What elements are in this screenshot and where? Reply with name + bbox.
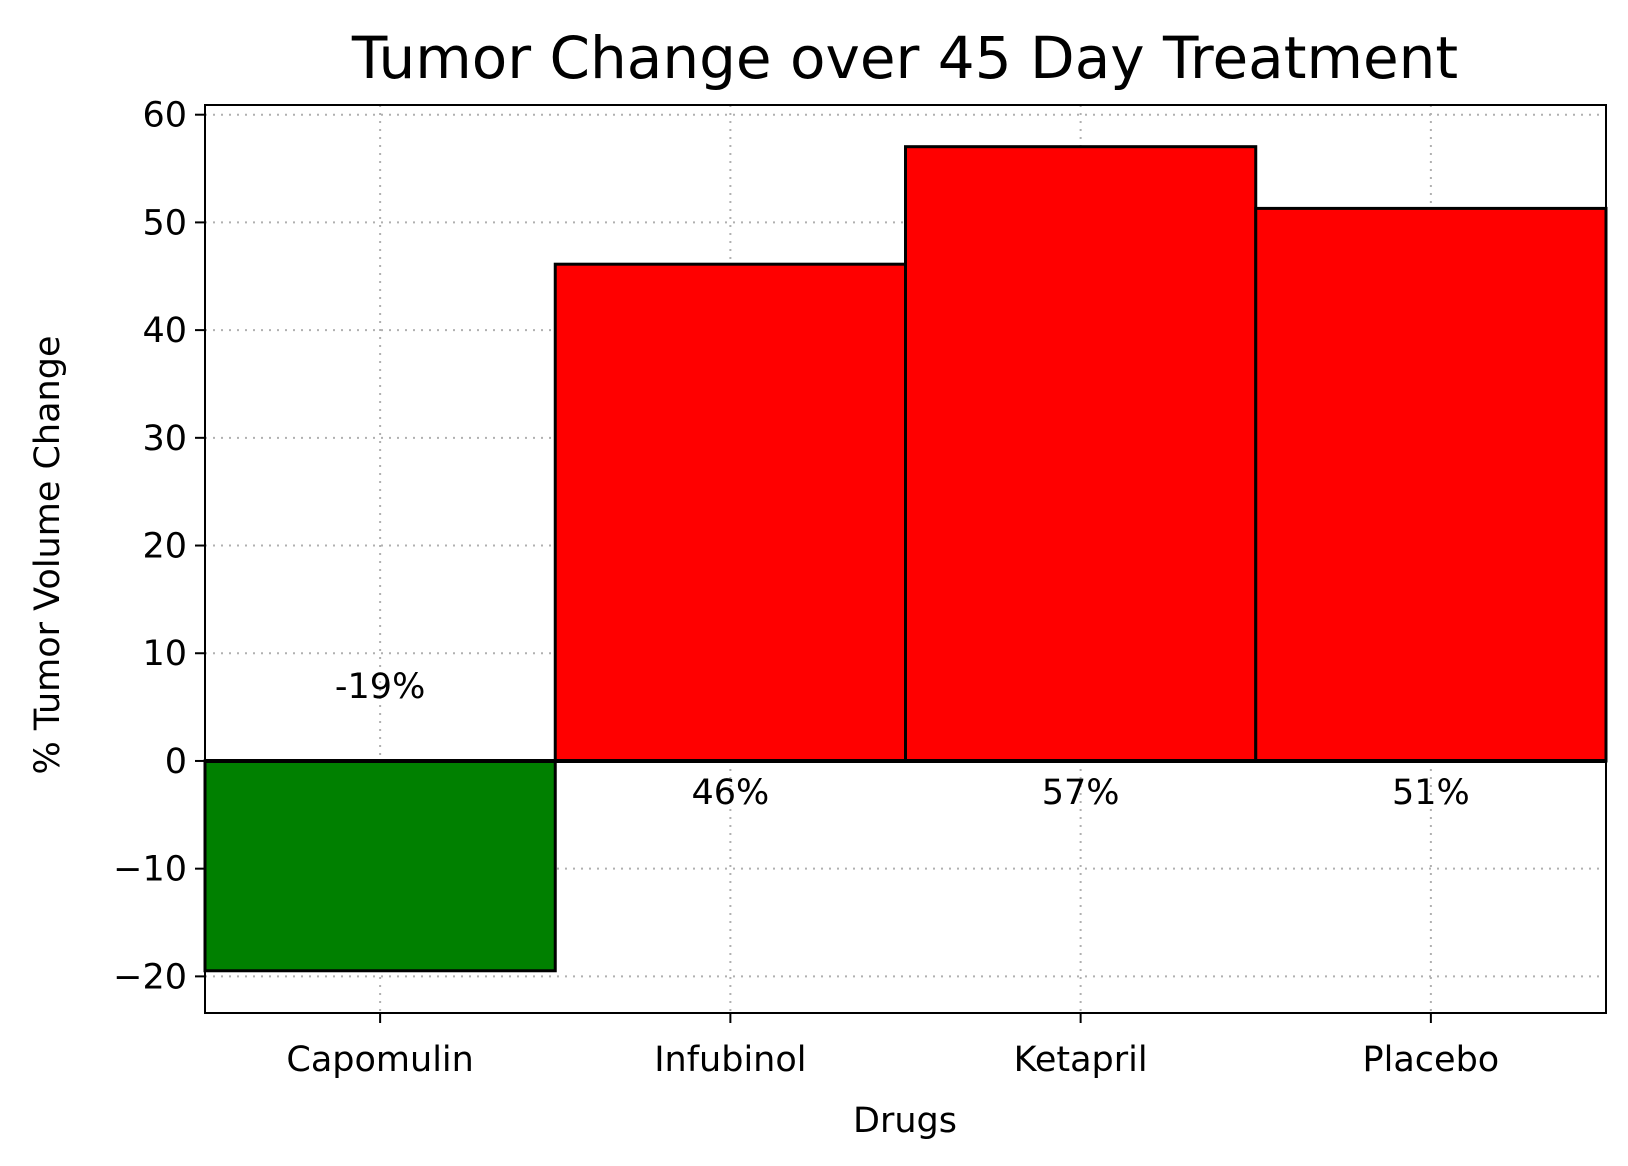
chart-title: Tumor Change over 45 Day Treatment bbox=[351, 24, 1458, 92]
y-tick-label: 60 bbox=[142, 96, 187, 136]
y-tick-label: −10 bbox=[113, 850, 187, 890]
x-tick-label: Placebo bbox=[1363, 1040, 1500, 1080]
axes: −20 −10 0 10 20 30 40 50 60 Capomulin Infubinol Ket… bbox=[113, 96, 1607, 1080]
x-axis-label: Drugs bbox=[853, 1101, 957, 1141]
data-label: 57% bbox=[1042, 773, 1120, 813]
data-label: 46% bbox=[691, 773, 769, 813]
bar-capomulin bbox=[203, 759, 557, 973]
y-tick-label: 20 bbox=[142, 527, 187, 567]
bar-infubinol bbox=[553, 262, 907, 763]
y-tick-label: 0 bbox=[165, 742, 187, 782]
bars bbox=[203, 145, 1608, 973]
data-label: -19% bbox=[335, 667, 425, 707]
bar-placebo bbox=[1254, 206, 1608, 763]
y-tick-label: 50 bbox=[142, 203, 187, 243]
y-tick-label: 30 bbox=[142, 419, 187, 459]
x-tick-label: Capomulin bbox=[286, 1040, 473, 1080]
x-tick-label: Infubinol bbox=[654, 1040, 806, 1080]
data-labels: -19% 46% 57% 51% bbox=[335, 667, 1470, 813]
x-tick-label: Ketapril bbox=[1014, 1040, 1148, 1080]
y-tick-label: 10 bbox=[142, 634, 187, 674]
y-axis-label: % Tumor Volume Change bbox=[28, 336, 68, 775]
bar-ketapril bbox=[904, 145, 1258, 763]
y-tick-label: 40 bbox=[142, 311, 187, 351]
data-label: 51% bbox=[1392, 773, 1470, 813]
plot-frame bbox=[204, 104, 1607, 1014]
y-tick-label: −20 bbox=[113, 957, 187, 997]
